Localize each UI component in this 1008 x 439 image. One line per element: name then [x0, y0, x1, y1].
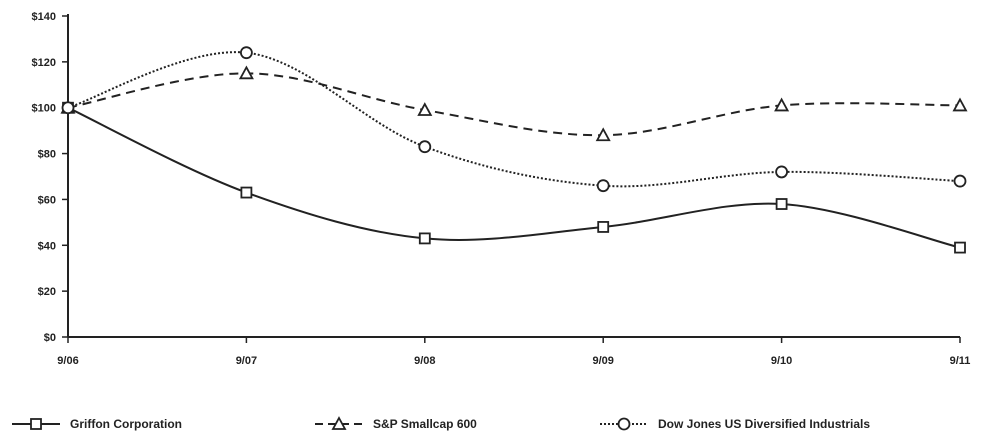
data-point-circle: [418, 140, 432, 154]
data-point-square: [597, 221, 610, 233]
x-tick-label: 9/08: [414, 355, 435, 367]
legend-item-triangle: S&P Smallcap 600: [315, 416, 477, 431]
x-tick-label: 9/10: [771, 355, 792, 367]
data-point-circle: [596, 179, 610, 193]
legend-label: Griffon Corporation: [70, 417, 182, 431]
y-tick-label: $20: [38, 286, 56, 298]
legend-item-circle: Dow Jones US Diversified Industrials: [600, 417, 870, 431]
chart-series: [60, 46, 968, 254]
data-point-triangle: [595, 127, 611, 142]
data-point-square: [240, 186, 253, 199]
legend-label: Dow Jones US Diversified Industrials: [658, 417, 870, 431]
x-tick-label: 9/09: [592, 355, 613, 367]
data-point-circle: [953, 174, 967, 188]
x-tick-label: 9/06: [57, 355, 78, 367]
y-tick-label: $140: [32, 11, 56, 23]
y-tick-label: $80: [38, 149, 56, 161]
legend-label: S&P Smallcap 600: [373, 417, 477, 431]
data-point-square: [954, 241, 966, 254]
y-tick-label: $0: [44, 332, 56, 344]
legend-marker-circle: [617, 417, 631, 431]
data-point-triangle: [952, 97, 968, 112]
legend-marker-triangle: [331, 416, 347, 430]
series-line-square: [67, 106, 961, 249]
y-tick-label: $60: [38, 194, 56, 206]
data-point-circle: [61, 101, 75, 115]
data-point-triangle: [238, 65, 254, 80]
legend-item-square: Griffon Corporation: [12, 417, 182, 431]
data-point-square: [775, 198, 788, 210]
data-point-square: [418, 232, 431, 245]
data-point-triangle: [417, 102, 433, 116]
x-tick-label: 9/07: [236, 355, 257, 367]
chart-axes: $0 $20 $40 $60 $80 $100 $120 $140 9/06 9/07 9/08 9/…: [32, 11, 971, 367]
data-point-circle: [775, 165, 788, 179]
data-point-circle: [239, 46, 253, 60]
series-line-circle: [67, 51, 961, 188]
legend-marker-square: [30, 418, 42, 430]
chart-legend: Griffon Corporation S&P Smallcap 600 Dow J…: [12, 416, 870, 431]
y-tick-label: $100: [32, 103, 56, 115]
series-line-triangle: [67, 72, 961, 137]
data-point-triangle: [774, 97, 790, 112]
y-tick-label: $40: [38, 240, 56, 252]
y-tick-label: $120: [32, 57, 56, 69]
x-tick-label: 9/11: [950, 355, 971, 367]
